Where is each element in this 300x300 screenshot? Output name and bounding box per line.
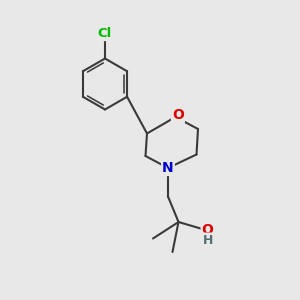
Text: Cl: Cl: [98, 27, 112, 40]
Text: H: H: [202, 233, 213, 247]
Text: N: N: [162, 161, 174, 175]
Text: O: O: [172, 108, 184, 122]
Text: O: O: [202, 223, 214, 236]
